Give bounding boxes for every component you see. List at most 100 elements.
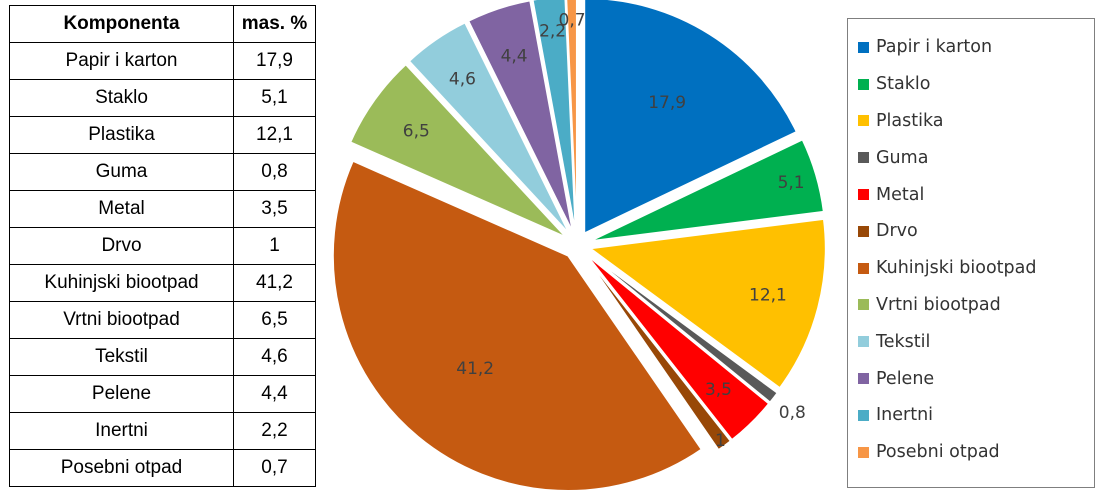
legend-swatch xyxy=(858,78,869,90)
legend-swatch xyxy=(858,299,869,311)
cell-component: Plastika xyxy=(9,116,234,154)
table-row: Tekstil 4,6 xyxy=(9,338,316,376)
legend-label: Papir i karton xyxy=(876,37,993,58)
pie-slice xyxy=(590,138,825,242)
legend-swatch xyxy=(858,446,869,458)
table-row: Guma 0,8 xyxy=(9,153,316,191)
legend-label: Drvo xyxy=(876,221,918,242)
cell-mass-percent: 6,5 xyxy=(233,301,316,339)
cell-mass-percent: 0,8 xyxy=(233,153,316,191)
table-row: Drvo 1 xyxy=(9,227,316,265)
table-body: Papir i karton 17,9 Staklo 5,1 Plastika 12,1 G… xyxy=(9,42,316,487)
cell-component: Tekstil xyxy=(9,338,234,376)
pie-slice xyxy=(332,160,703,492)
legend-swatch xyxy=(858,225,869,237)
legend-label: Staklo xyxy=(876,74,931,95)
table-row: Papir i karton 17,9 xyxy=(9,42,316,80)
chart-legend: Papir i karton Staklo Plastika Guma Metal Drv… xyxy=(847,18,1095,488)
legend-swatch xyxy=(858,152,869,164)
pie-data-label: 1 xyxy=(715,431,726,451)
pie-data-label: 17,9 xyxy=(648,93,686,113)
cell-component: Pelene xyxy=(9,375,234,413)
table-row: Inertni 2,2 xyxy=(9,412,316,450)
pie-data-label: 4,6 xyxy=(449,70,476,90)
pie-slice xyxy=(588,218,827,389)
legend-item: Drvo xyxy=(858,213,1094,250)
pie-data-label: 12,1 xyxy=(749,286,787,306)
pie-data-label: 4,4 xyxy=(501,47,528,67)
legend-item: Tekstil xyxy=(858,323,1094,360)
legend-swatch xyxy=(858,409,869,421)
legend-item: Kuhinjski biootpad xyxy=(858,250,1094,287)
table-row: Pelene 4,4 xyxy=(9,375,316,413)
table-row: Vrtni biootpad 6,5 xyxy=(9,301,316,339)
table-row: Staklo 5,1 xyxy=(9,79,316,117)
pie-data-label: 0,8 xyxy=(779,403,806,423)
legend-item: Inertni xyxy=(858,397,1094,434)
pie-data-label: 0,7 xyxy=(559,11,586,31)
legend-item: Metal xyxy=(858,176,1094,213)
header-mass-percent: mas. % xyxy=(233,5,316,43)
cell-mass-percent: 5,1 xyxy=(233,79,316,117)
legend-label: Kuhinjski biootpad xyxy=(876,258,1037,279)
pie-slice xyxy=(587,252,779,404)
header-komponenta: Komponenta xyxy=(9,5,234,43)
cell-mass-percent: 0,7 xyxy=(233,449,316,487)
pie-data-label: 6,5 xyxy=(403,122,430,142)
legend-label: Metal xyxy=(876,184,925,205)
pie-data-label: 2,2 xyxy=(539,21,566,41)
legend-swatch xyxy=(858,373,869,385)
legend-item: Plastika xyxy=(858,103,1094,140)
cell-component: Inertni xyxy=(9,412,234,450)
legend-item: Papir i karton xyxy=(858,29,1094,66)
pie-slice xyxy=(586,254,770,441)
legend-label: Posebni otpad xyxy=(876,442,1000,463)
cell-mass-percent: 2,2 xyxy=(233,412,316,450)
legend-item: Posebni otpad xyxy=(858,434,1094,471)
cell-mass-percent: 4,4 xyxy=(233,375,316,413)
cell-component: Papir i karton xyxy=(9,42,234,80)
cell-component: Staklo xyxy=(9,79,234,117)
cell-component: Vrtni biootpad xyxy=(9,301,234,339)
legend-label: Pelene xyxy=(876,368,935,389)
legend-swatch xyxy=(858,262,869,274)
cell-component: Guma xyxy=(9,153,234,191)
pie-data-label: 41,2 xyxy=(456,359,494,379)
cell-mass-percent: 41,2 xyxy=(233,264,316,302)
cell-component: Kuhinjski biootpad xyxy=(9,264,234,302)
pie-slice xyxy=(408,21,570,234)
cell-component: Drvo xyxy=(9,227,234,265)
table-row: Plastika 12,1 xyxy=(9,116,316,154)
data-table: Komponenta mas. % Papir i karton 17,9 Stak… xyxy=(9,5,316,487)
table-header-row: Komponenta mas. % xyxy=(9,5,316,43)
pie-data-label: 3,5 xyxy=(705,380,732,400)
pie-slice xyxy=(532,0,577,232)
legend-label: Guma xyxy=(876,147,929,168)
table-row: Metal 3,5 xyxy=(9,190,316,228)
legend-label: Vrtni biootpad xyxy=(876,294,1001,315)
legend-item: Staklo xyxy=(858,66,1094,103)
pie-slice xyxy=(349,63,567,238)
legend-swatch xyxy=(858,115,869,127)
legend-item: Guma xyxy=(858,139,1094,176)
pie-slices xyxy=(332,0,827,492)
pie-data-labels: 17,9 5,1 12,1 0,8 3,5 1 41,2 6,5 4,6 4,4 2,20,7 xyxy=(403,11,806,451)
table-row: Posebni otpad 0,7 xyxy=(9,449,316,487)
legend-item: Pelene xyxy=(858,360,1094,397)
legend-label: Plastika xyxy=(876,110,944,131)
pie-chart: 17,9 5,1 12,1 0,8 3,5 1 41,2 6,5 4,6 4,4 2,20,7 xyxy=(332,0,827,492)
legend-swatch xyxy=(858,336,869,348)
table-row: Kuhinjski biootpad 41,2 xyxy=(9,264,316,302)
pie-slice xyxy=(467,0,574,233)
cell-mass-percent: 17,9 xyxy=(233,42,316,80)
cell-mass-percent: 3,5 xyxy=(233,190,316,228)
pie-slice xyxy=(583,0,798,235)
cell-mass-percent: 4,6 xyxy=(233,338,316,376)
cell-component: Posebni otpad xyxy=(9,449,234,487)
cell-component: Metal xyxy=(9,190,234,228)
pie-data-label: 5,1 xyxy=(778,173,805,193)
legend-swatch xyxy=(858,41,869,53)
legend-item: Vrtni biootpad xyxy=(858,287,1094,324)
cell-mass-percent: 12,1 xyxy=(233,116,316,154)
legend-label: Tekstil xyxy=(876,331,931,352)
